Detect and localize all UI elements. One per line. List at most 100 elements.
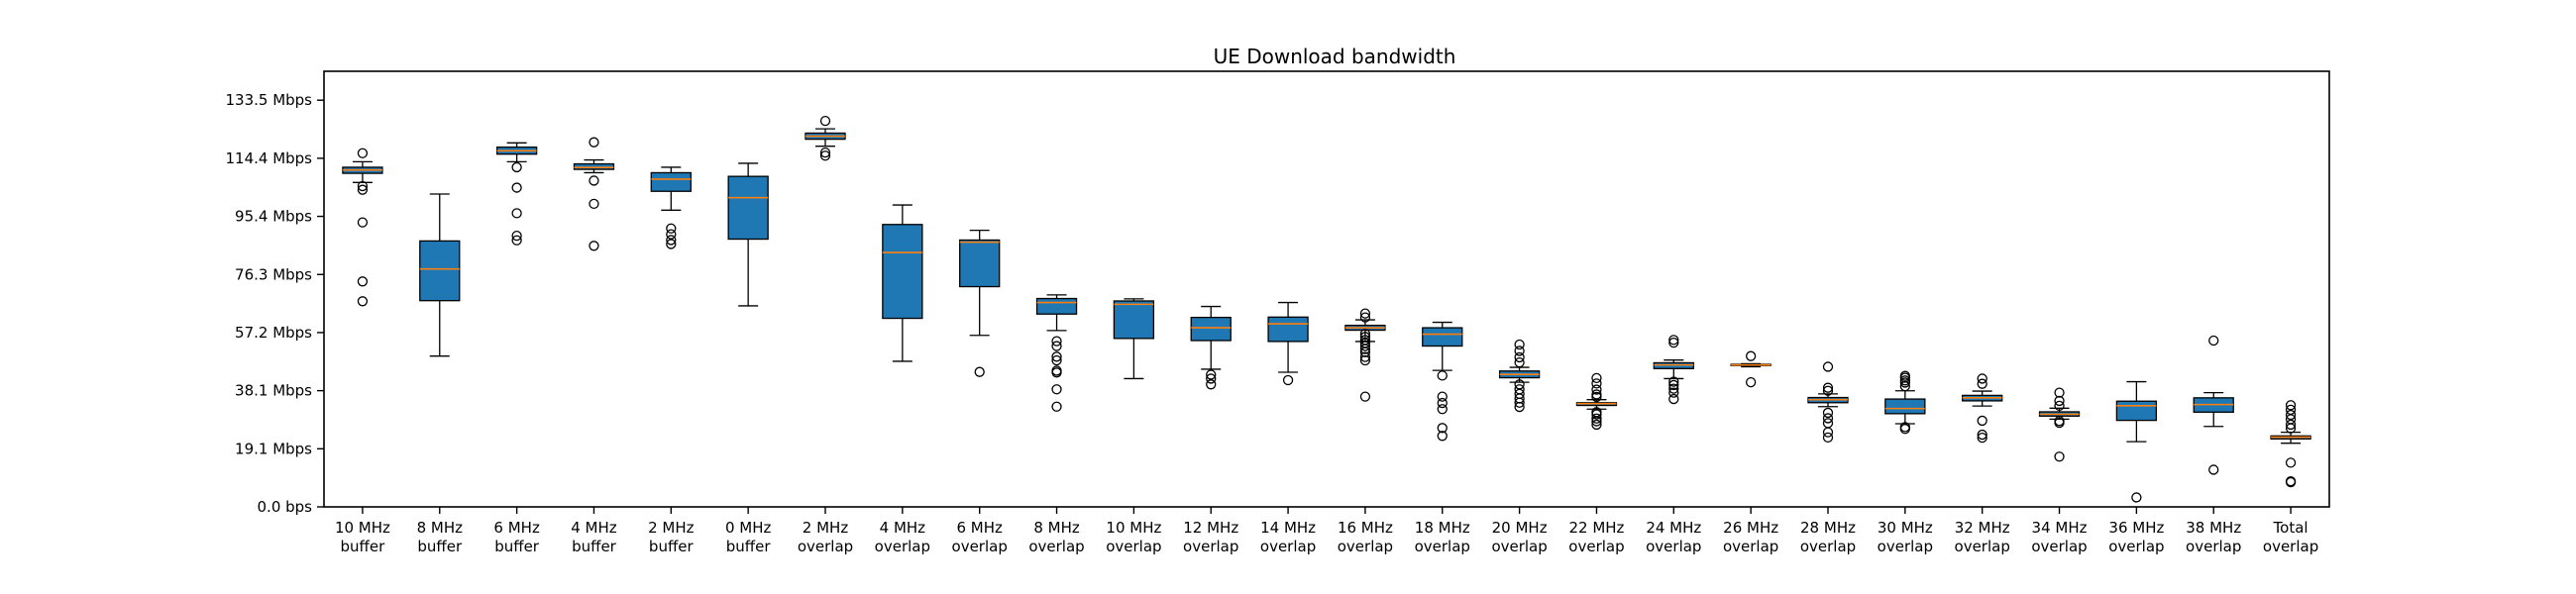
- outlier-point: [1051, 384, 1062, 395]
- outlier-point: [1668, 379, 1679, 391]
- chart-title: UE Download bandwidth: [1214, 45, 1456, 68]
- x-tick-label: overlap: [2263, 538, 2318, 555]
- iqr-box: [650, 171, 692, 192]
- x-tick-label: 12 MHz: [1183, 519, 1238, 537]
- box-group: [1653, 335, 1694, 405]
- x-tick-label: 18 MHz: [1415, 519, 1470, 537]
- outlier-point: [1668, 335, 1679, 346]
- y-axis: 0.0 bps 19.1 Mbps 38.1 Mbps 57.2 Mbps 76.3 M…: [225, 91, 324, 516]
- x-tick-label: 4 MHz: [571, 519, 617, 537]
- box-group: [805, 116, 846, 161]
- outlier-point: [511, 231, 522, 242]
- outlier-point: [819, 150, 831, 161]
- x-tick-label: overlap: [1415, 538, 1470, 555]
- box-group: [2115, 380, 2158, 503]
- x-tick-label: 36 MHz: [2108, 519, 2164, 537]
- outlier-point: [1051, 401, 1062, 412]
- outlier-point: [1359, 354, 1371, 366]
- box-group: [573, 137, 615, 251]
- outlier-point: [1437, 423, 1448, 434]
- outlier-point: [666, 229, 677, 240]
- iqr-box: [1190, 316, 1232, 342]
- x-tick-label: 0 MHz: [725, 519, 772, 537]
- outlier-point: [1437, 431, 1448, 442]
- box-group: [650, 166, 692, 249]
- outlier-point: [1051, 341, 1062, 351]
- box-group: [959, 229, 1001, 377]
- x-tick-label: overlap: [1183, 538, 1238, 555]
- outlier-point: [589, 175, 599, 186]
- x-tick-label: 32 MHz: [1955, 519, 2010, 537]
- outlier-point: [1899, 381, 1910, 392]
- iqr-box: [1422, 327, 1463, 347]
- outlier-point: [357, 276, 369, 287]
- outlier-point: [1668, 376, 1679, 387]
- outlier-point: [357, 296, 369, 307]
- x-tick-label: 14 MHz: [1260, 519, 1316, 537]
- outlier-point: [1359, 308, 1371, 319]
- outlier-point: [1206, 379, 1217, 390]
- x-tick-label: 30 MHz: [1878, 519, 1933, 537]
- x-tick-label: 10 MHz: [335, 519, 390, 537]
- outlier-point: [1051, 351, 1062, 362]
- y-tick-label: 76.3 Mbps: [235, 265, 312, 283]
- outlier-point: [1591, 372, 1602, 383]
- x-tick-label: 6 MHz: [493, 519, 540, 537]
- x-tick-label: overlap: [1646, 538, 1701, 555]
- outlier-point: [1746, 350, 1757, 361]
- box-group: [1807, 361, 1849, 443]
- x-tick-label: overlap: [1878, 538, 1933, 555]
- x-tick-label: buffer: [649, 538, 695, 555]
- outlier-point: [1359, 344, 1371, 354]
- outlier-point: [1514, 401, 1525, 413]
- iqr-box: [2115, 400, 2158, 422]
- x-tick-label: buffer: [494, 538, 540, 555]
- outlier-point: [666, 235, 677, 246]
- x-tick-label: buffer: [341, 538, 386, 555]
- outlier-point: [1746, 377, 1757, 388]
- outlier-point: [511, 208, 522, 219]
- outlier-point: [974, 366, 985, 377]
- outlier-point: [1437, 404, 1448, 415]
- outlier-point: [1899, 424, 1910, 435]
- outlier-point: [1359, 346, 1371, 357]
- box-group: [1267, 301, 1309, 386]
- outlier-point: [2054, 451, 2065, 462]
- outlier-point: [2285, 457, 2297, 468]
- iqr-box: [573, 162, 615, 170]
- outlier-point: [1359, 391, 1371, 402]
- x-tick-label: 24 MHz: [1646, 519, 1701, 537]
- iqr-box: [727, 175, 769, 241]
- outlier-point: [1822, 361, 1834, 372]
- outlier-point: [2285, 476, 2297, 488]
- outlier-point: [666, 239, 677, 249]
- outlier-point: [1822, 385, 1834, 396]
- outlier-point: [1051, 354, 1062, 366]
- x-tick-label: 10 MHz: [1106, 519, 1161, 537]
- outlier-point: [1977, 373, 1987, 384]
- iqr-box: [1267, 316, 1309, 343]
- outlier-point: [2208, 335, 2219, 346]
- x-tick-label: buffer: [726, 538, 772, 555]
- x-tick-label: 26 MHz: [1723, 519, 1778, 537]
- outlier-point: [1206, 369, 1217, 380]
- outlier-point: [1437, 370, 1448, 381]
- x-tick-label: overlap: [1800, 538, 1856, 555]
- box-group: [2270, 400, 2311, 488]
- x-tick-label: buffer: [572, 538, 617, 555]
- outlier-point: [1822, 407, 1834, 419]
- x-tick-label: overlap: [1723, 538, 1778, 555]
- x-tick-label: 28 MHz: [1800, 519, 1856, 537]
- outlier-point: [1822, 413, 1834, 424]
- outlier-point: [1977, 415, 1987, 427]
- x-tick-label: 2 MHz: [648, 519, 695, 537]
- outlier-point: [1591, 413, 1602, 424]
- outlier-point: [1514, 339, 1525, 350]
- x-tick-label: overlap: [1028, 538, 1084, 555]
- y-tick-label: 57.2 Mbps: [235, 324, 312, 342]
- outlier-point: [1437, 391, 1448, 402]
- x-tick-label: 22 MHz: [1568, 519, 1624, 537]
- x-tick-label: overlap: [1955, 538, 2010, 555]
